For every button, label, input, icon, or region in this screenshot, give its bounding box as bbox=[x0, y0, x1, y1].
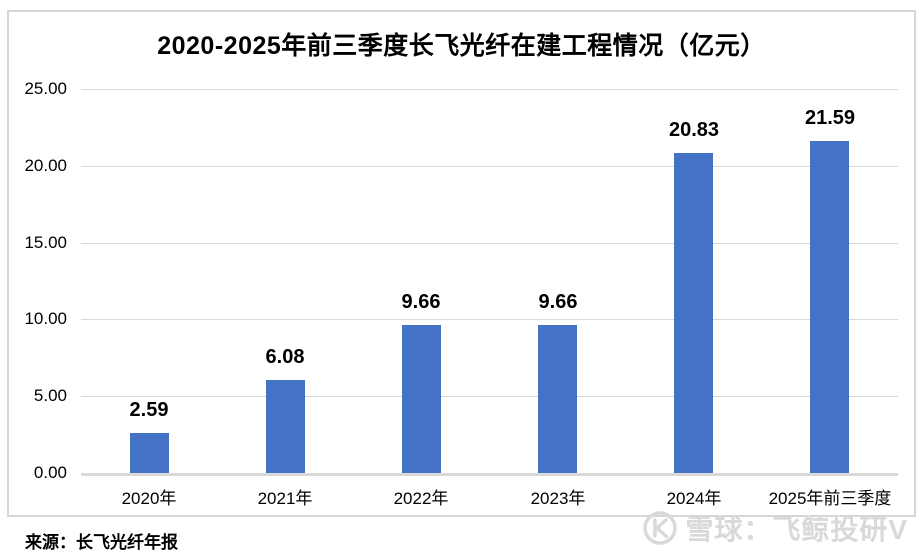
y-axis-tick-label: 25.00 bbox=[24, 79, 67, 98]
x-axis-category-label: 2024年 bbox=[666, 489, 722, 508]
bar bbox=[810, 141, 849, 473]
source-label: 来源：长飞光纤年报 bbox=[25, 533, 178, 552]
gridline bbox=[81, 89, 898, 90]
y-axis-tick-label: 15.00 bbox=[24, 233, 67, 252]
x-axis-category-label: 2023年 bbox=[530, 489, 586, 508]
gridline bbox=[81, 166, 898, 167]
y-axis-tick-label: 0.00 bbox=[33, 463, 67, 482]
gridline bbox=[81, 243, 898, 244]
x-axis-category-label: 2022年 bbox=[393, 489, 449, 508]
x-axis-category-label: 2021年 bbox=[257, 489, 313, 508]
y-axis-tick-label: 20.00 bbox=[24, 156, 67, 175]
bar-value-label: 9.66 bbox=[538, 291, 578, 313]
bar-value-label: 20.83 bbox=[668, 119, 720, 141]
chart-container: 2020-2025年前三季度长飞光纤在建工程情况（亿元） 25.00 20.00 1… bbox=[7, 10, 916, 517]
bar-value-label: 6.08 bbox=[265, 346, 305, 368]
y-axis-tick-label: 10.00 bbox=[24, 309, 67, 328]
bar bbox=[674, 153, 713, 473]
x-axis-category-label: 2020年 bbox=[121, 489, 177, 508]
bar bbox=[130, 433, 169, 473]
y-axis-tick-label: 5.00 bbox=[33, 386, 67, 405]
xueqiu-logo-icon bbox=[641, 509, 679, 547]
bar-value-label: 21.59 bbox=[804, 107, 856, 129]
bar bbox=[538, 325, 577, 473]
watermark: 雪球：飞鲸投研V bbox=[641, 508, 908, 548]
bar bbox=[266, 380, 305, 473]
bar-value-label: 9.66 bbox=[401, 291, 441, 313]
watermark-text: 雪球：飞鲸投研V bbox=[685, 514, 908, 545]
plot-area: 25.00 20.00 15.00 10.00 5.00 0.00 2.59 2020年 6.0… bbox=[24, 79, 898, 508]
bar-value-label: 2.59 bbox=[129, 399, 169, 421]
chart-title: 2020-2025年前三季度长飞光纤在建工程情况（亿元） bbox=[157, 32, 766, 60]
x-axis-line bbox=[81, 473, 898, 476]
x-axis-category-label: 2025年前三季度 bbox=[768, 489, 892, 508]
bar bbox=[402, 325, 441, 473]
gridline bbox=[81, 396, 898, 397]
gridline bbox=[81, 319, 898, 320]
